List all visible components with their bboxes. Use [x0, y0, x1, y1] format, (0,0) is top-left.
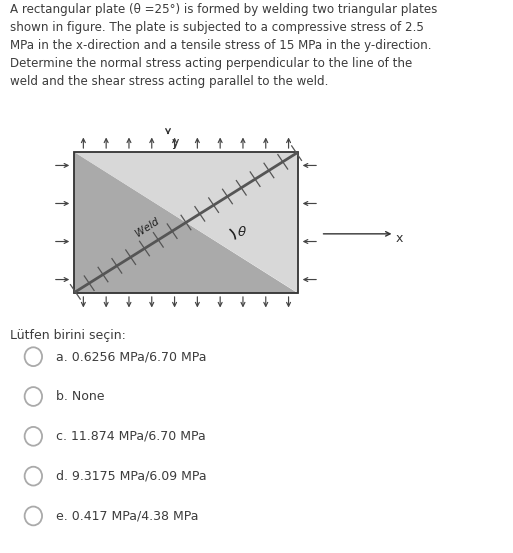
Text: Weld: Weld [133, 216, 161, 239]
Bar [74, 152, 298, 294]
Text: x: x [396, 232, 403, 244]
Text: a. 0.6256 MPa/6.70 MPa: a. 0.6256 MPa/6.70 MPa [56, 350, 207, 363]
Polygon shape [74, 152, 298, 294]
Polygon shape [74, 152, 298, 294]
Text: $\theta$: $\theta$ [237, 225, 247, 239]
Text: e. 0.417 MPa/4.38 MPa: e. 0.417 MPa/4.38 MPa [56, 509, 199, 523]
Text: c. 11.874 MPa/6.70 MPa: c. 11.874 MPa/6.70 MPa [56, 430, 206, 443]
Text: y: y [172, 135, 179, 149]
Text: A rectangular plate (θ =25°) is formed by welding two triangular plates
shown in: A rectangular plate (θ =25°) is formed b… [10, 3, 438, 88]
Text: d. 9.3175 MPa/6.09 MPa: d. 9.3175 MPa/6.09 MPa [56, 469, 207, 483]
Text: b. None: b. None [56, 390, 105, 403]
Text: Lütfen birini seçin:: Lütfen birini seçin: [10, 329, 126, 342]
